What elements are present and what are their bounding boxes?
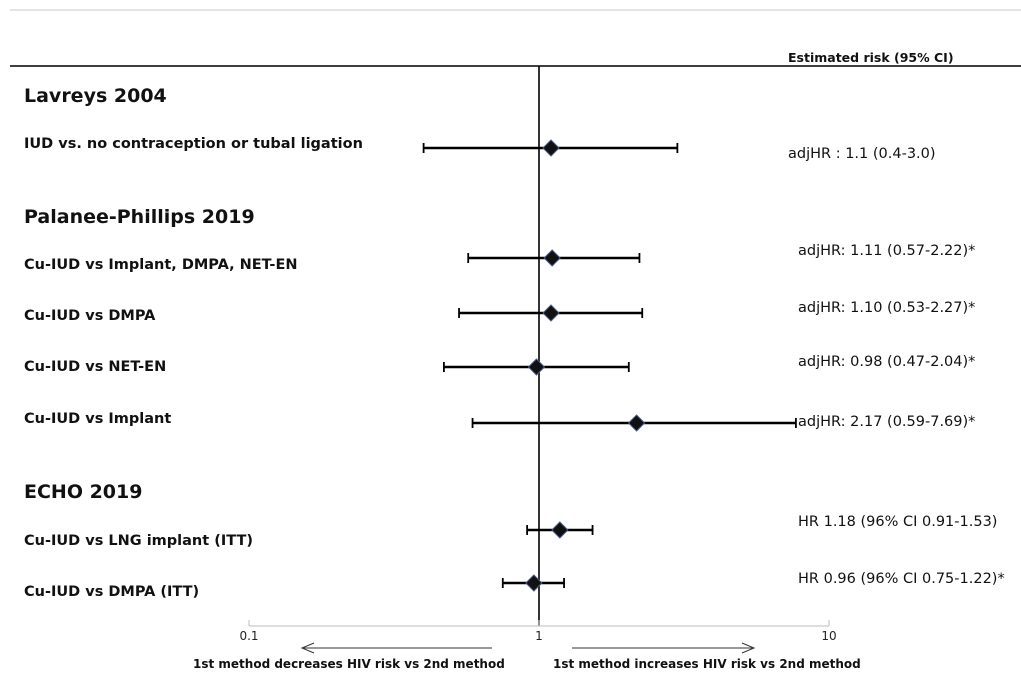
point-estimate-marker [542, 304, 560, 322]
comparison-label: IUD vs. no contraception or tubal ligati… [24, 136, 363, 152]
ci-row [526, 521, 594, 539]
estimate-text: adjHR: 2.17 (0.59-7.69)* [798, 414, 975, 430]
comparison-label: Cu-IUD vs Implant [24, 411, 171, 427]
point-estimate-marker [551, 521, 569, 539]
comparison-label: Cu-IUD vs NET-EN [24, 359, 166, 375]
estimate-markers [422, 139, 797, 592]
right-note: 1st method increases HIV risk vs 2nd met… [553, 657, 861, 671]
ci-row [458, 304, 644, 322]
estimate-column-header: Estimated risk (95% CI) [788, 50, 954, 65]
ci-row [467, 249, 641, 267]
point-estimate-marker [527, 358, 546, 376]
right-direction-note [572, 642, 756, 654]
ci-row [471, 414, 797, 432]
comparison-label: Cu-IUD vs Implant, DMPA, NET-EN [24, 257, 297, 273]
estimate-text: HR 0.96 (96% CI 0.75-1.22)* [798, 571, 1005, 587]
point-estimate-marker [525, 574, 543, 592]
estimate-text: adjHR: 1.10 (0.53-2.27)* [798, 300, 975, 316]
left-direction-note [300, 642, 492, 654]
comparison-label: Cu-IUD vs LNG implant (ITT) [24, 533, 253, 549]
comparison-label: Cu-IUD vs DMPA [24, 308, 156, 324]
point-estimate-marker [627, 414, 646, 432]
x-tick-label: 10 [821, 629, 836, 643]
study-heading: ECHO 2019 [24, 481, 142, 503]
x-tick-label: 1 [535, 629, 543, 643]
estimate-text: adjHR : 1.1 (0.4-3.0) [788, 146, 936, 162]
point-estimate-marker [542, 139, 560, 157]
estimate-text: adjHR: 0.98 (0.47-2.04)* [798, 354, 975, 370]
ci-row [443, 358, 630, 376]
point-estimate-marker [543, 249, 561, 267]
x-tick-label: 0.1 [239, 629, 258, 643]
ci-row [422, 139, 679, 157]
ci-row [501, 574, 565, 592]
left-note: 1st method decreases HIV risk vs 2nd met… [193, 657, 505, 671]
estimate-text: HR 1.18 (96% CI 0.91-1.53) [798, 514, 997, 530]
study-heading: Palanee-Phillips 2019 [24, 206, 255, 228]
comparison-label: Cu-IUD vs DMPA (ITT) [24, 584, 199, 600]
study-heading: Lavreys 2004 [24, 85, 167, 107]
x-axis-ticks: 0.1 1 10 [239, 620, 837, 643]
estimate-text: adjHR: 1.11 (0.57-2.22)* [798, 243, 975, 259]
